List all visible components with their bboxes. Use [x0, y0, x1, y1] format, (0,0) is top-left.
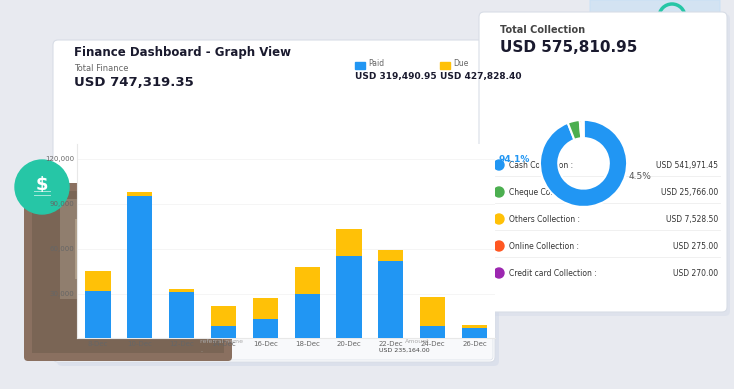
Text: Amount: Amount — [405, 339, 430, 344]
Text: USD 25,766.00: USD 25,766.00 — [661, 187, 718, 196]
Text: .: . — [200, 348, 202, 353]
Text: Total Collection: Total Collection — [500, 25, 585, 35]
Text: Total Finance: Total Finance — [74, 64, 128, 73]
Bar — [420, 296, 446, 326]
Circle shape — [494, 241, 504, 251]
Text: Finance Dashboard - Graph View: Finance Dashboard - Graph View — [74, 46, 291, 59]
Text: Referral Management: Referral Management — [313, 324, 386, 331]
Bar — [462, 325, 487, 328]
Bar — [355, 62, 365, 69]
Polygon shape — [590, 0, 720, 139]
Text: USD 319,490.95: USD 319,490.95 — [355, 72, 437, 81]
Text: Others Collection :: Others Collection : — [509, 214, 580, 224]
Bar — [378, 261, 404, 338]
Circle shape — [494, 214, 504, 224]
Text: $: $ — [36, 176, 48, 194]
Bar — [378, 250, 404, 261]
Bar — [294, 266, 320, 294]
Bar — [127, 196, 153, 338]
Circle shape — [494, 187, 504, 197]
Bar — [294, 294, 320, 338]
Bar — [85, 291, 111, 338]
Bar — [169, 292, 195, 338]
Text: USD 275.00: USD 275.00 — [673, 242, 718, 251]
FancyBboxPatch shape — [57, 46, 499, 366]
Text: 94.1%: 94.1% — [498, 154, 529, 163]
Bar — [85, 271, 111, 291]
FancyBboxPatch shape — [479, 12, 727, 312]
Bar — [252, 319, 278, 338]
Text: referral name: referral name — [200, 339, 243, 344]
Circle shape — [494, 268, 504, 278]
Text: Cash Collection :: Cash Collection : — [509, 161, 573, 170]
Text: Online Collection :: Online Collection : — [509, 242, 579, 251]
Circle shape — [15, 160, 69, 214]
FancyBboxPatch shape — [24, 183, 232, 361]
Bar — [440, 62, 450, 69]
Bar — [127, 192, 153, 196]
Text: USD 541,971.45: USD 541,971.45 — [656, 161, 718, 170]
FancyBboxPatch shape — [55, 292, 493, 360]
Text: USD 235,164.00: USD 235,164.00 — [379, 348, 430, 353]
Bar — [90, 229, 150, 269]
Bar — [252, 298, 278, 319]
Bar — [60, 199, 195, 299]
Bar — [336, 229, 362, 256]
Bar — [169, 289, 195, 292]
Wedge shape — [580, 120, 583, 138]
Text: Top Organization: Top Organization — [403, 323, 477, 332]
Bar — [462, 328, 487, 338]
Wedge shape — [567, 120, 581, 140]
FancyBboxPatch shape — [296, 317, 405, 338]
Text: USD 7,528.50: USD 7,528.50 — [666, 214, 718, 224]
Bar — [211, 305, 236, 326]
Bar — [211, 326, 236, 338]
Text: USD 427,828.40: USD 427,828.40 — [440, 72, 521, 81]
Text: USD 270.00: USD 270.00 — [673, 268, 718, 277]
Text: USD 747,319.35: USD 747,319.35 — [74, 76, 194, 89]
Text: USD 575,810.95: USD 575,810.95 — [500, 40, 637, 55]
Bar — [32, 191, 224, 353]
Text: Due: Due — [453, 58, 468, 68]
Wedge shape — [540, 120, 627, 207]
Text: Paid: Paid — [368, 58, 384, 68]
Text: Credit card Collection :: Credit card Collection : — [509, 268, 597, 277]
Circle shape — [494, 160, 504, 170]
Wedge shape — [582, 120, 584, 138]
Text: Cheque Collection :: Cheque Collection : — [509, 187, 584, 196]
Bar — [336, 256, 362, 338]
Bar — [75, 219, 165, 279]
Bar — [420, 326, 446, 338]
Text: 4.5%: 4.5% — [629, 172, 652, 181]
FancyBboxPatch shape — [482, 14, 730, 316]
FancyBboxPatch shape — [53, 40, 495, 362]
